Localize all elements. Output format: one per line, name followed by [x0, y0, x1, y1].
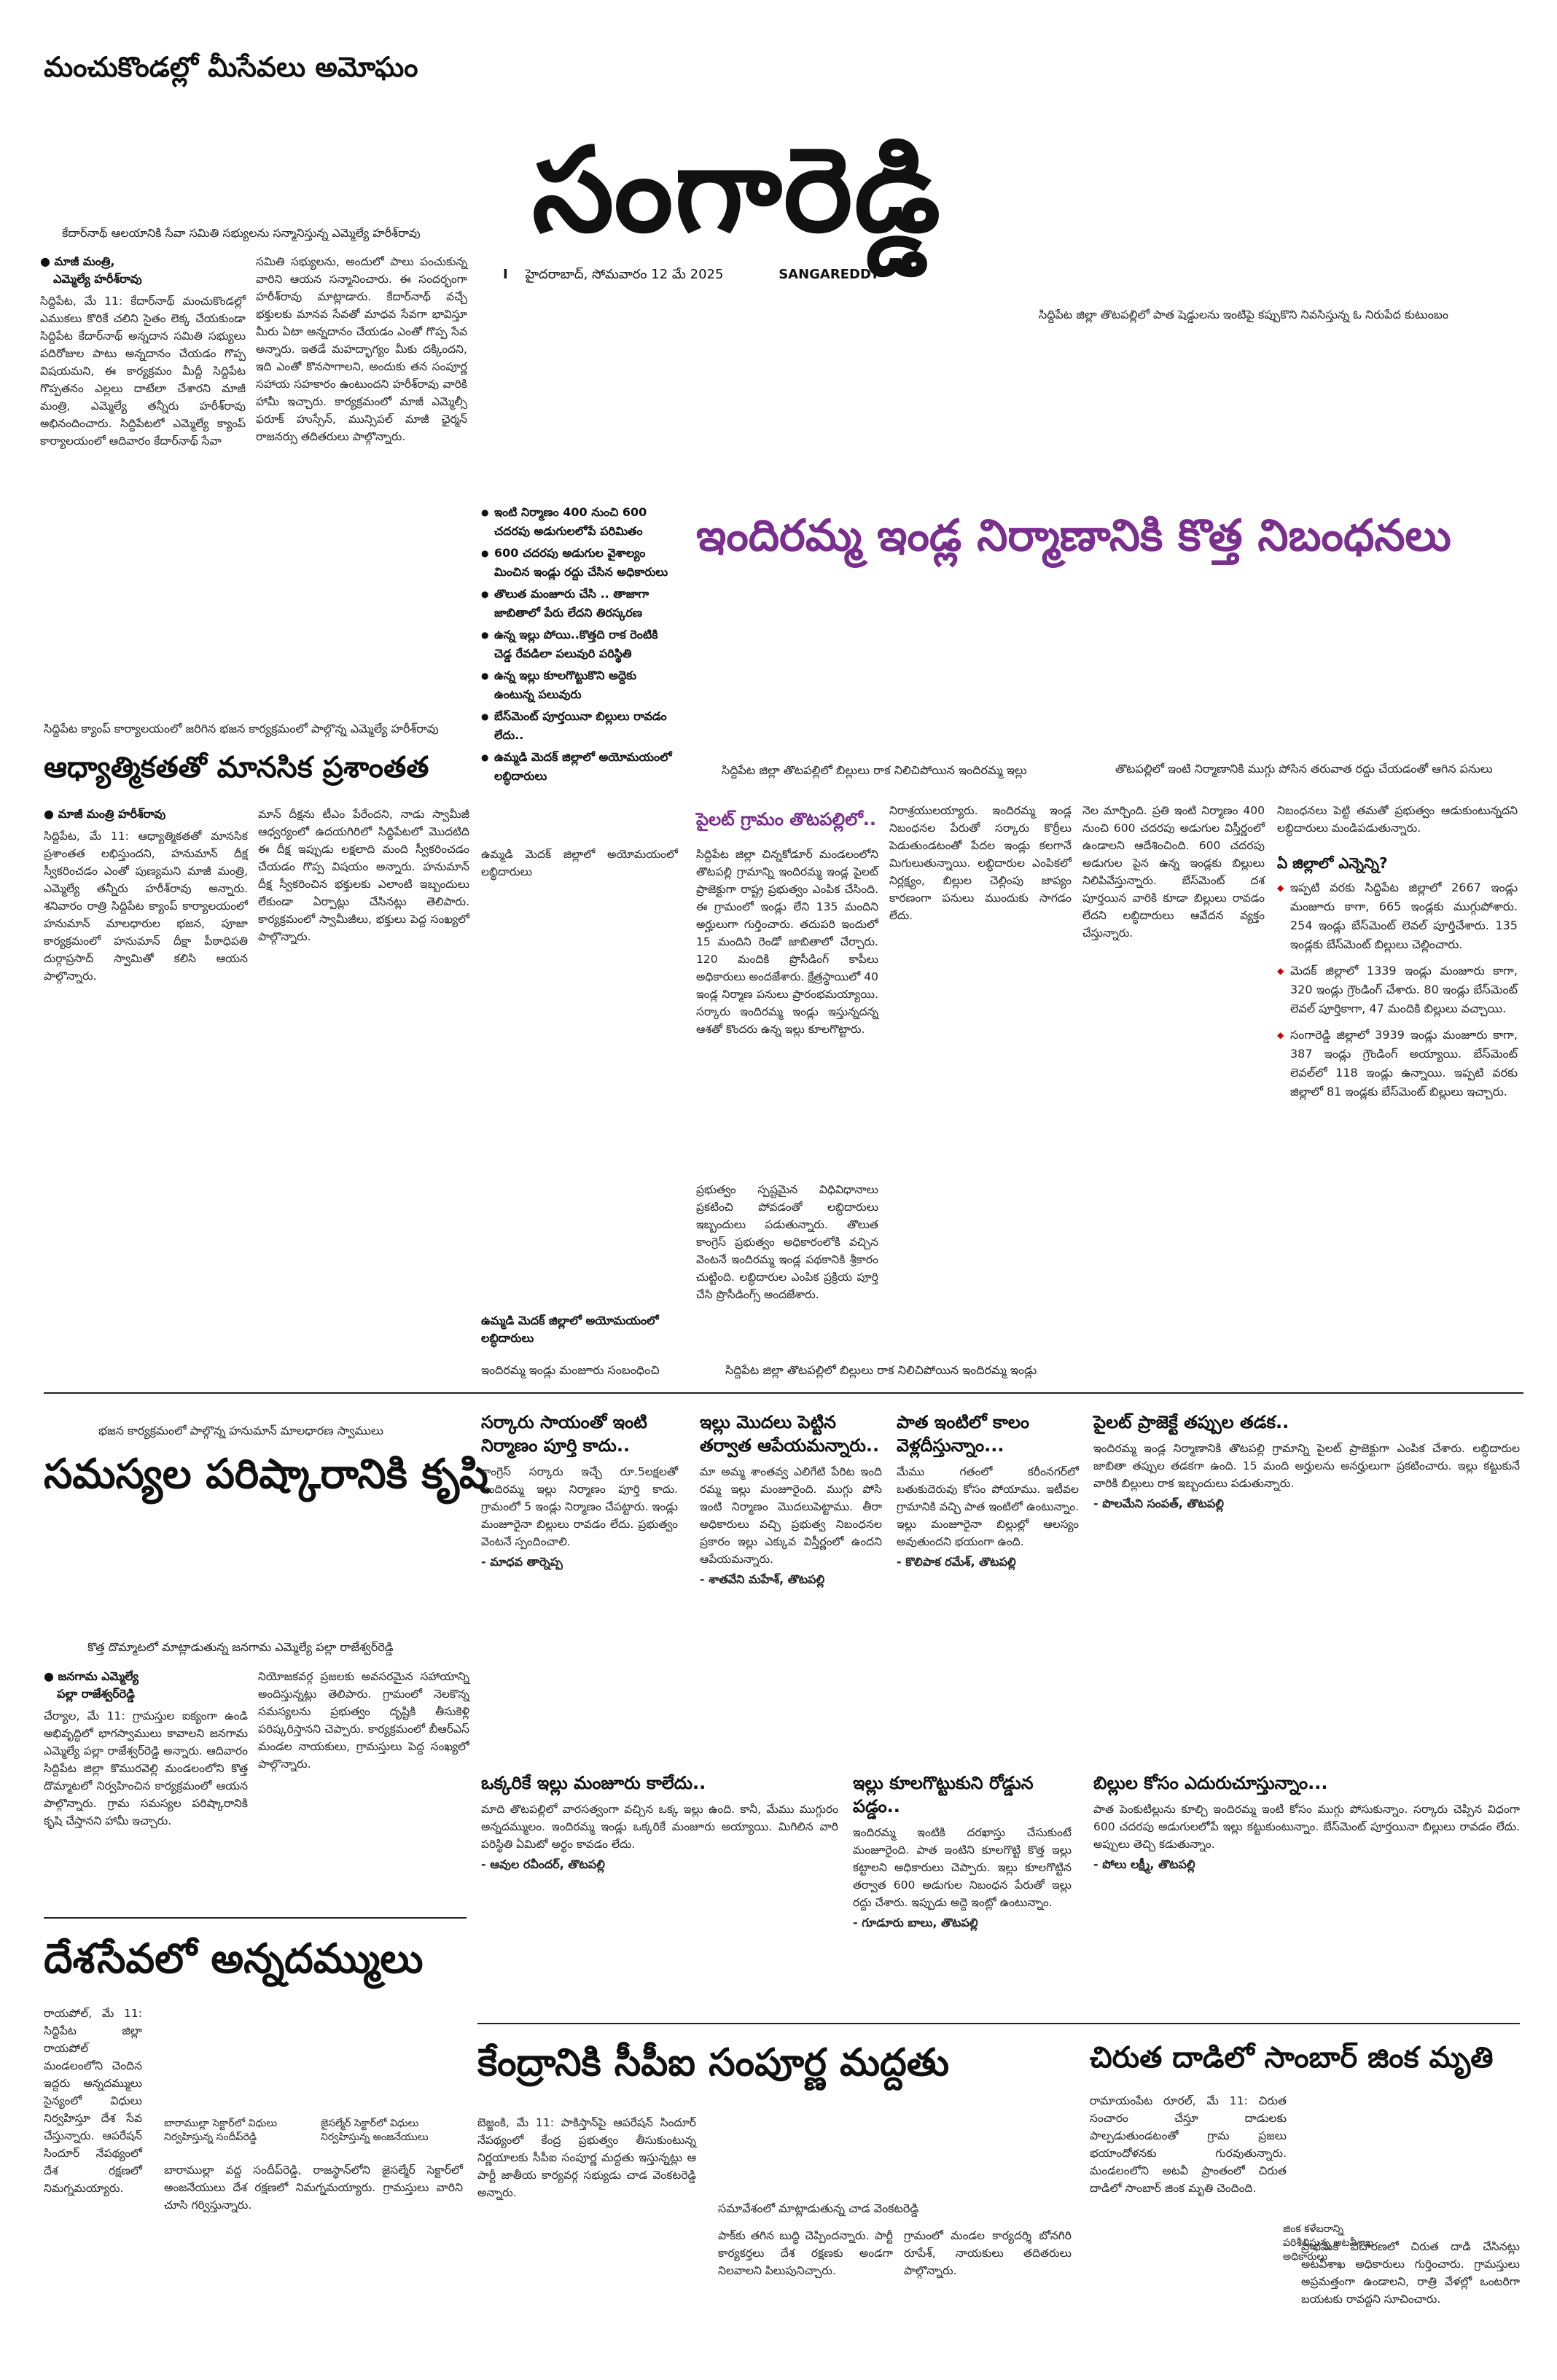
story3-headline: సమస్యల పరిష్కారానికి కృషి — [44, 1451, 488, 1498]
district-sangareddy: సంగారెడ్డి జిల్లాలో 3939 ఇండ్లు మంజూరు క… — [1277, 1026, 1518, 1101]
bottom-photo-caption: సిద్దిపేట జిల్లా తొటపల్లిలో బిల్లులు రాక… — [725, 1363, 1037, 1377]
reaction-4: పైలట్ ప్రాజెక్టే తప్పుల తడక.. ఇందిరమ్మ ఇ… — [1093, 1411, 1520, 1513]
story6-caption: జింక కళేబరాన్ని పరిశీలిస్తున్న అటవీశాఖ అ… — [1283, 2223, 1374, 2263]
top-left-headline: మంచుకొండల్లో మీసేవలు అమోఘం — [44, 51, 418, 83]
story3-photo-caption: భజన కార్యక్రమంలో పాల్గొన్న హనుమాన్ మాలధా… — [98, 1424, 383, 1437]
main-bullet-2: 600 చదరపు అడుగుల వైశాల్యం మించిన ఇండ్లు … — [481, 544, 678, 582]
story4-caption1: బారాముల్లా సెక్టార్‌లో విధులు నిర్వహిస్త… — [164, 2118, 278, 2143]
main-bullet-5: ఉన్న ఇల్లు కూలగొట్టుకొని అద్దెకు ఉంటున్న… — [481, 666, 678, 704]
reaction-6: ఇల్లు కూలగొట్టుకుని రోడ్డున పడ్డం.. ఇంది… — [853, 1771, 1072, 1932]
reaction-5-credit: - ఆవుల రవీందర్, తొటపల్లి — [481, 1857, 605, 1871]
main-bullet-3: తొలుత మంజూరు చేసి .. తాజాగా జాబితాలో పేర… — [481, 585, 678, 623]
story3-sub-caption: కొత్త దొమ్మాటలో మాట్లాడుతున్న జనగామ ఎమ్మ… — [87, 1640, 394, 1654]
photo-caption-top-right: సిద్దిపేట జిల్లా తొటపల్లిలో పాత షెడ్డులన… — [1039, 308, 1448, 321]
divider — [477, 2023, 1520, 2024]
main-sub-bullet: ఉమ్మడి మెదక్ జిల్లాలో అయోమయంలో లబ్ధిదారు… — [481, 1314, 659, 1345]
story6-headline: చిరుత దాడిలో సాంబార్ జింక మృతి — [1090, 2041, 1494, 2075]
story2: ● మాజీ మంత్రి హరీశ్‌రావు సిద్దిపేట, మే 1… — [44, 805, 470, 985]
story1-col1: సిద్దిపేట, మే 11: కేదార్‌నాథ్ మంచుకొండల్… — [40, 294, 246, 448]
reaction-7-credit: - పోలు లక్ష్మీ, తొటపల్లి — [1093, 1857, 1195, 1871]
district-list: ఇప్పటి వరకు సిద్దిపేట జిల్లాలో 2667 ఇండ్… — [1277, 878, 1518, 1104]
main-photo2-caption: తొటపల్లిలో ఇంటి నిర్మాణానికి ముగ్గు పోసి… — [1115, 762, 1493, 776]
story4-headline: దేశసేవలో అన్నదమ్ములు — [44, 1935, 424, 1983]
district-medak: మెదక్ జిల్లాలో 1339 ఇండ్లు మంజూరు కాగా, … — [1277, 961, 1518, 1018]
reaction-7: బిల్లుల కోసం ఎదురుచూస్తున్నాం... పాత పెం… — [1093, 1771, 1520, 1874]
story5-col3: గ్రామంలో మండల కార్యదర్శి బోనగిరి రూపేశ్,… — [904, 2229, 1072, 2277]
main-col1: సిద్దిపేట జిల్లా చిన్నకోడూర్ మండలంలోని త… — [696, 848, 878, 1036]
divider — [44, 1392, 1523, 1394]
district-siddipet: ఇప్పటి వరకు సిద్దిపేట జిల్లాలో 2667 ఇండ్… — [1277, 878, 1518, 954]
story3-col2: నియోజకవర్గ ప్రజలకు అవసరమైన సహాయాన్ని అంద… — [258, 1670, 469, 1771]
divider — [44, 1917, 467, 1919]
reaction-4-body: ఇందిరమ్మ ఇండ్ల నిర్మాణానికి తొటపల్లి గ్ర… — [1093, 1442, 1520, 1490]
dateline-marker: I — [503, 267, 508, 282]
main-photo1-caption: సిద్దిపేట జిల్లా తొటపల్లిలో బిల్లులు రాక… — [722, 763, 1027, 777]
main-headline: ఇందిరమ్మ ఇండ్ల నిర్మాణానికి కొత్త నిబంధన… — [696, 510, 1451, 561]
reaction-2-body: మా అమ్మ శాంతవ్వ ఎలిగేటి పేరిట ఇంది రమ్మ … — [700, 1465, 882, 1566]
pilot-subhead: పైలట్ గ్రామం తొటపల్లిలో.. — [696, 809, 877, 830]
reaction-6-body: ఇందిరమ్మ ఇంటికి దరఖాస్తు చేసుకుంటే మంజూర… — [853, 1826, 1072, 1909]
story5-headline: కేంద్రానికి సీపీఐ సంపూర్ణ మద్దతు — [477, 2041, 950, 2085]
story3: ● జనగామ ఎమ్మెల్యే పల్లా రాజేశ్వర్‌రెడ్డి … — [44, 1668, 470, 1830]
reaction-1-head: సర్కారు సాయంతో ఇంటి నిర్మాణం పూర్తి కాదు… — [481, 1412, 647, 1456]
reaction-4-head: పైలట్ ప్రాజెక్టే తప్పుల తడక.. — [1093, 1412, 1289, 1432]
story2-col1: సిద్దిపేట, మే 11: ఆధ్యాత్మికతతో మానసిక ప… — [44, 830, 248, 983]
story5-caption: సమావేశంలో మాట్లాడుతున్న చాడ వెంకటరెడ్డి — [718, 2201, 919, 2215]
dateline: I హైదరాబాద్, సోమవారం 12 మే 2025 SANGARED… — [503, 267, 880, 285]
reaction-4-credit: - పొలమేని సంపత్, తొటపల్లి — [1093, 1497, 1224, 1510]
story2-photo-caption: సిద్దిపేట క్యాంప్ కార్యాలయంలో జరిగిన భజన… — [44, 722, 439, 736]
story6-col2: ప్రాథమిక విచారణలో చిరుత దాడి చేసినట్లు అ… — [1301, 2240, 1520, 2306]
reaction-2-credit: - శాతవేని మహేశ్, తొటపల్లి — [700, 1572, 825, 1586]
story1-photo-caption: కేదార్‌నాథ్ ఆలయానికి సేవా సమితి సభ్యులను… — [62, 226, 421, 240]
district-subhead: ఏ జిల్లాలో ఎన్నెన్ని? — [1277, 854, 1388, 872]
reaction-2-head: ఇల్లు మొదలు పెట్టిన తర్వాత ఆపేయమన్నారు.. — [700, 1412, 880, 1456]
reaction-2: ఇల్లు మొదలు పెట్టిన తర్వాత ఆపేయమన్నారు..… — [700, 1411, 882, 1589]
reaction-3: పాత ఇంటిలో కాలం వెళ్లదీస్తున్నాం... మేము… — [897, 1411, 1079, 1572]
story1-byline: ● మాజీ మంత్రి, ఎమ్మెల్యే హరీశ్‌రావు — [40, 254, 142, 286]
masthead: సంగారెడ్డి — [532, 121, 943, 258]
bottom-photo-caption-left: ఇందిరమ్మ ఇండ్లు మంజూరు సంబంధించి — [481, 1363, 660, 1377]
dateline-date: హైదరాబాద్, సోమవారం 12 మే 2025 — [525, 267, 724, 282]
reaction-7-head: బిల్లుల కోసం ఎదురుచూస్తున్నాం... — [1093, 1773, 1328, 1793]
reaction-7-body: పాత పెంకుటిల్లును కూల్చి ఇందిరమ్మ ఇంటి క… — [1093, 1803, 1520, 1851]
reaction-6-head: ఇల్లు కూలగొట్టుకుని రోడ్డున పడ్డం.. — [853, 1773, 1034, 1817]
main-col1-cont: ఉమ్మడి మెదక్ జిల్లాలో అయోమయంలో లబ్ధిదారు… — [481, 848, 678, 878]
main-bullet-4: ఉన్న ఇల్లు పోయి..కొత్తది రాక రెంటికి చెడ… — [481, 625, 678, 663]
reaction-5: ఒక్కరికే ఇల్లు మంజూరు కాలేదు.. మాది తొటప… — [481, 1771, 838, 1874]
story4-col2: బారాముల్లా వద్ద సందీప్‌రెడ్డి, రాజస్థాన్… — [164, 2164, 463, 2212]
story4-col1: రాయపోల్, మే 11: సిద్దిపేట జిల్లా రాయపోల్… — [44, 2007, 142, 2195]
story4-caption2: జైసల్మేర్ సెక్టార్‌లో విధులు నిర్వహిస్తు… — [321, 2118, 429, 2143]
story2-col2: మాన్ దీక్షను టీఎం పేరేందని, నాడు స్వామీజ… — [258, 808, 469, 943]
story6-col1: రామాయంపేట రూరల్, మే 11: చిరుత సంచారం చేస… — [1090, 2094, 1287, 2195]
main-bullet-7: ఉమ్మడి మెదక్ జిల్లాలో అయోమయంలో లబ్ధిదారు… — [481, 748, 678, 786]
reaction-1-body: కాంగ్రెస్ సర్కారు ఇచ్చే రూ.5లక్షలతో ఇంది… — [481, 1465, 678, 1548]
reaction-3-head: పాత ఇంటిలో కాలం వెళ్లదీస్తున్నాం... — [897, 1412, 1030, 1456]
reaction-1-credit: - మాధవ తార్నెప్ప — [481, 1555, 563, 1569]
main-col4: నెల మార్చింది. ప్రతి ఇంటి నిర్మాణం 400 న… — [1082, 804, 1265, 940]
main-bullet-1: ఇంటి నిర్మాణం 400 నుంచి 600 చదరపు అడుగుల… — [481, 503, 678, 541]
story5-col2: పాక్‌కు తగిన బుద్ధి చెప్పిందన్నారు. పార్… — [718, 2229, 893, 2277]
main-col2: ప్రభుత్వం స్పష్టమైన విధివిధానాలు ప్రకటిం… — [696, 1183, 878, 1301]
reaction-1: సర్కారు సాయంతో ఇంటి నిర్మాణం పూర్తి కాదు… — [481, 1411, 678, 1572]
reaction-3-body: మేము గతంలో కరీంనగర్‌లో బతుకుదెరువు కోసం … — [897, 1465, 1079, 1548]
story3-col1: చేర్యాల, మే 11: గ్రామస్తుల ఐక్యంగా ఉండి … — [44, 1709, 248, 1827]
reaction-3-credit: - కొలిపాక రమేశ్, తొటపల్లి — [897, 1555, 1016, 1569]
reaction-6-credit: - గూడూరు బాలు, తొటపల్లి — [853, 1916, 978, 1930]
reaction-5-body: మాది తొటపల్లిలో వారసత్వంగా వచ్చిన ఒక్క ఇ… — [481, 1803, 838, 1851]
reaction-5-head: ఒక్కరికే ఇల్లు మంజూరు కాలేదు.. — [481, 1773, 706, 1793]
main-story-bullets: ఇంటి నిర్మాణం 400 నుంచి 600 చదరపు అడుగుల… — [481, 503, 678, 789]
story1: కేదార్‌నాథ్ ఆలయానికి సేవా సమితి సభ్యులను… — [40, 226, 470, 450]
story3-byline: ● జనగామ ఎమ్మెల్యే పల్లా రాజేశ్వర్‌రెడ్డి — [44, 1669, 138, 1701]
dateline-edition: SANGAREDDY — [778, 267, 880, 282]
story5-col1: బెజ్జంకి, మే 11: పాకిస్తాన్‌పై ఆపరేషన్ స… — [477, 2116, 696, 2199]
story1-col2: సమితి సభ్యులను, అందులో పాలు పంచుకున్న వా… — [256, 255, 467, 443]
story2-byline: ● మాజీ మంత్రి హరీశ్‌రావు — [44, 807, 166, 821]
main-bullet-6: బేస్‌మెంట్ పూర్తయినా బిల్లులు రావడం లేదు… — [481, 707, 678, 745]
main-col3: నిరాశ్రయులయ్యారు. ఇందిరమ్మ ఇండ్ల నిబంధనల… — [889, 804, 1072, 922]
story2-headline: ఆధ్యాత్మికతతో మానసిక ప్రశాంతత — [44, 751, 429, 784]
main-col5-intro: నిబంధనలు పెట్టి తమతో ప్రభుత్వం ఆడుకుంటున… — [1277, 804, 1518, 835]
